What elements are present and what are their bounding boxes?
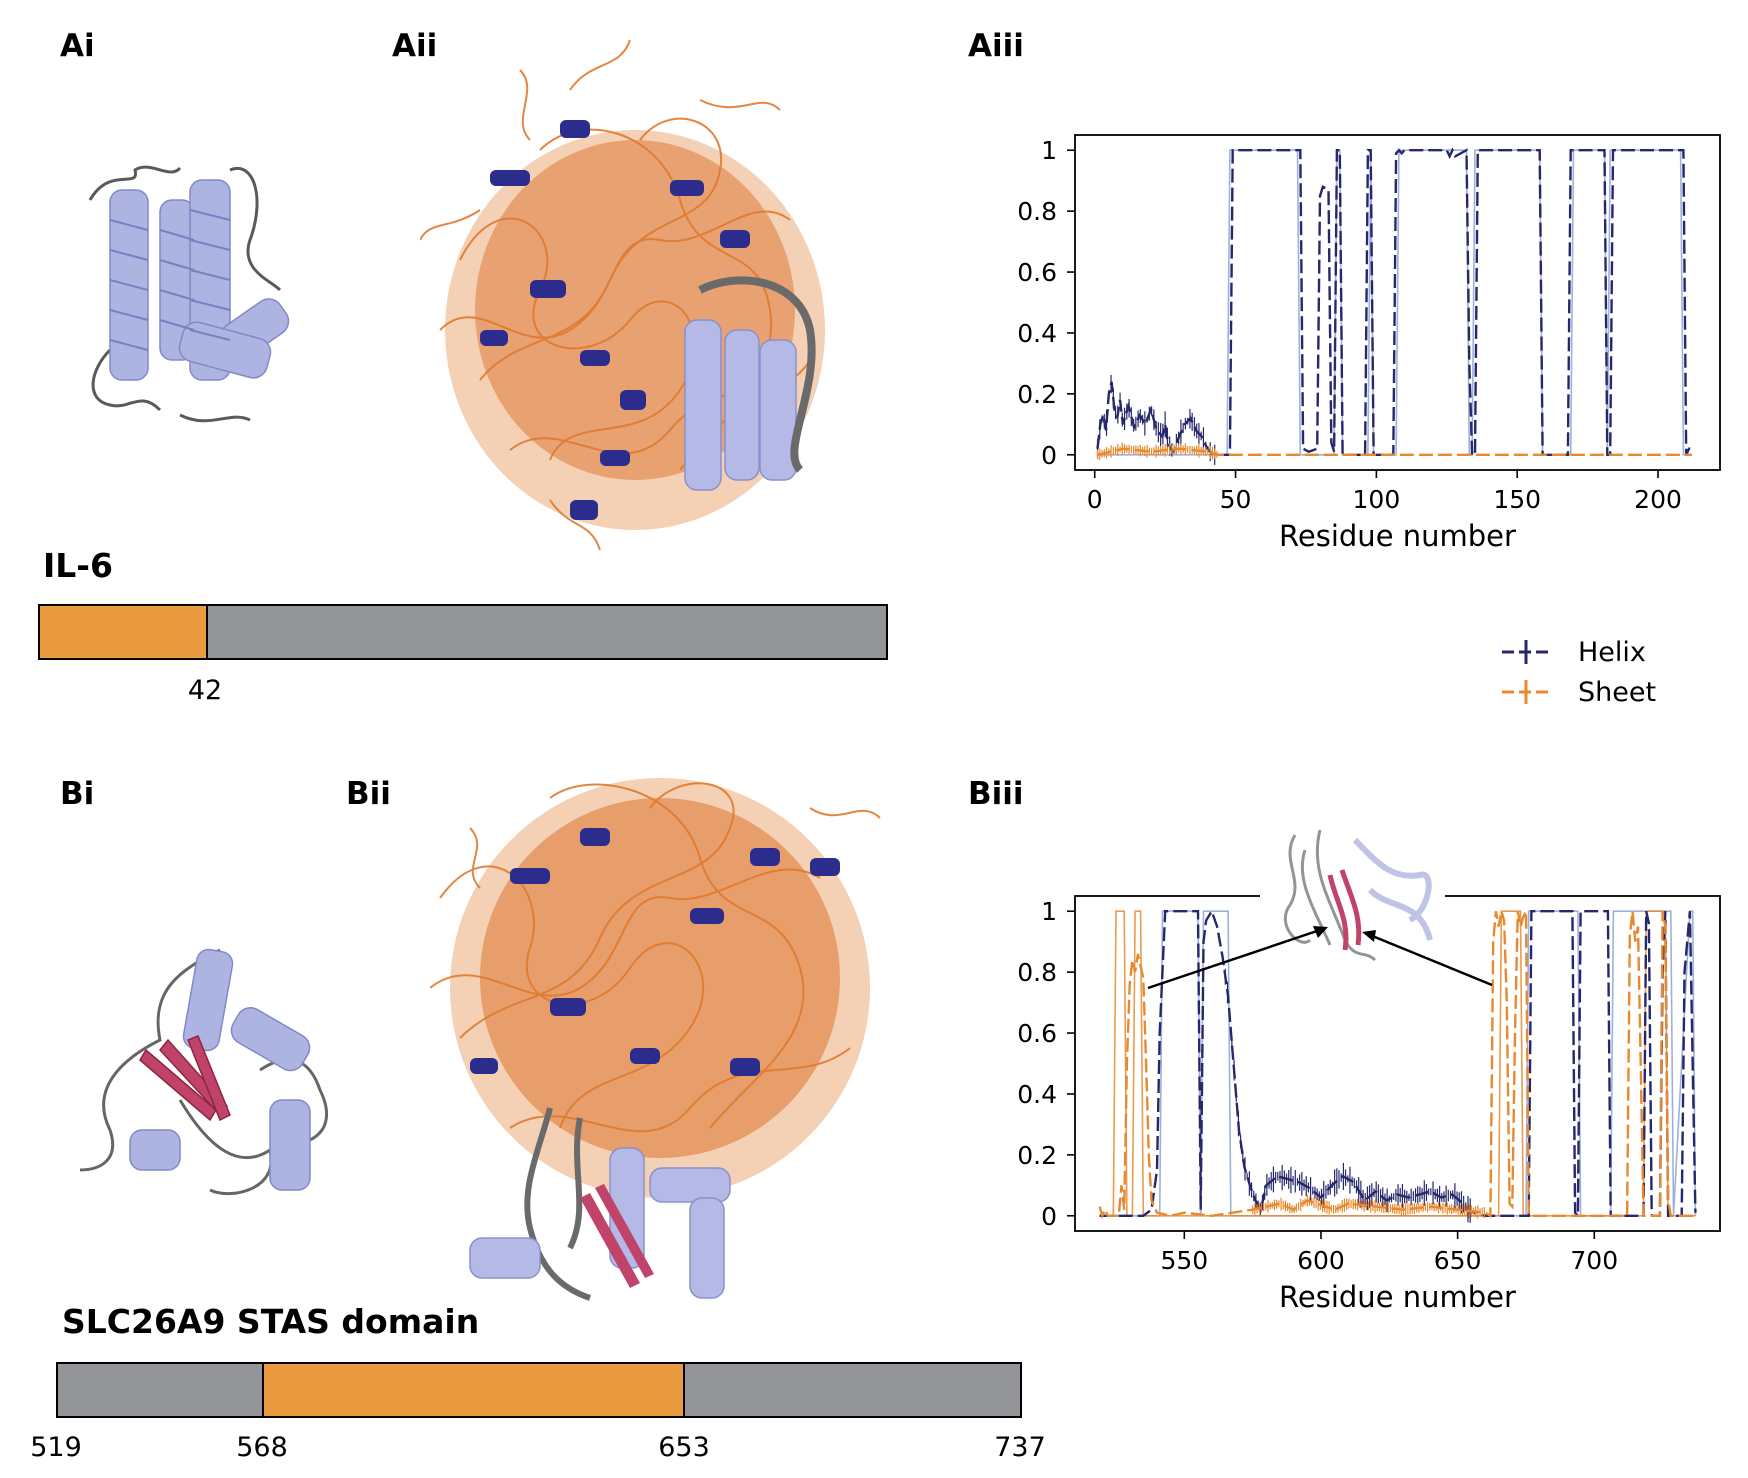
stas-title: SLC26A9 STAS domain	[62, 1302, 480, 1341]
panel-label-bi: Bi	[60, 776, 95, 812]
chart-biii-errorbars-sheet	[1252, 1194, 1486, 1219]
panel-label-aiii: Aiii	[968, 28, 1024, 64]
chart-aiii-xtick-label: 50	[1220, 485, 1252, 514]
chart-aiii: 0 0.2 0.4 0.6 0.8 1 0 50 100 150 200 Residue number	[1017, 134, 1721, 553]
panel-label-aii: Aii	[392, 28, 438, 64]
sheet-legend-marker	[1502, 680, 1550, 704]
chart-biii-ytick-label: 0	[1041, 1202, 1057, 1231]
stas-structure-image	[80, 948, 329, 1196]
legend-sheet-label: Sheet	[1578, 676, 1657, 708]
chart-biii-xlabel: Residue number	[1279, 1280, 1516, 1314]
panel-label-bii: Bii	[346, 776, 391, 812]
legend-helix-label: Helix	[1578, 636, 1646, 668]
il6-structure-image	[88, 165, 290, 423]
stas-ordered-segment-1	[58, 1364, 262, 1416]
chart-aiii-xtick-label: 200	[1634, 485, 1682, 514]
chart-biii-series-sheet	[1098, 910, 1696, 1220]
arrow-right	[1369, 933, 1493, 987]
chart-biii-xtick-label: 600	[1297, 1246, 1345, 1275]
chart-aiii-ytick-label: 0.4	[1017, 319, 1057, 348]
chart-aiii-ytick-label: 0.2	[1017, 380, 1057, 409]
legend-helix: Helix	[1500, 632, 1656, 672]
chart-biii-ytick-label: 0.2	[1017, 1141, 1057, 1170]
chart-aiii-errorbars-sheet	[1096, 442, 1218, 460]
chart-biii-xtick-label: 700	[1570, 1246, 1618, 1275]
il6-title: IL-6	[43, 546, 113, 585]
helix-legend-marker	[1502, 640, 1550, 664]
legend-sheet: Sheet	[1500, 672, 1656, 712]
biii-inset-structure	[1147, 830, 1493, 990]
stas-ensemble-image	[430, 778, 881, 1301]
chart-aiii-ytick-label: 0.8	[1017, 197, 1057, 226]
stas-tick-737: 737	[994, 1432, 1046, 1463]
stas-ordered-segment-2	[683, 1364, 1020, 1416]
stas-disordered-segment	[261, 1364, 684, 1416]
il6-ordered-segment	[205, 606, 886, 658]
chart-aiii-ytick-label: 1	[1041, 136, 1057, 165]
panel-label-biii: Biii	[968, 776, 1024, 812]
chart-aiii-series-sheet	[1097, 447, 1692, 456]
chart-biii-series-reference-sheet	[1099, 910, 1696, 1217]
il6-ensemble-image	[420, 39, 825, 551]
chart-biii-ytick-label: 0.8	[1017, 958, 1057, 987]
chart-aiii-ytick-label: 0	[1041, 441, 1057, 470]
chart-aiii-frame	[1074, 134, 1721, 471]
chart-biii-ytick-label: 0.4	[1017, 1080, 1057, 1109]
stas-tick-653: 653	[658, 1432, 710, 1463]
chart-biii-ytick-label: 1	[1041, 897, 1057, 926]
chart-biii-xtick-label: 650	[1434, 1246, 1482, 1275]
chart-aiii-series-helix	[1096, 147, 1692, 456]
chart-aiii-ytick-label: 0.6	[1017, 258, 1057, 287]
il6-tick-42: 42	[187, 675, 223, 706]
il6-disordered-segment	[40, 606, 206, 658]
chart-aiii-xtick-label: 0	[1087, 485, 1103, 514]
stas-tick-568: 568	[236, 1432, 288, 1463]
il6-domain-bar	[38, 604, 888, 660]
chart-aiii-errorbars-helix	[1096, 374, 1216, 465]
stas-domain-bar	[56, 1362, 1022, 1418]
arrow-left	[1147, 928, 1321, 990]
chart-biii-xtick-label: 550	[1160, 1246, 1208, 1275]
chart-biii-ytick-label: 0.6	[1017, 1019, 1057, 1048]
chart-aiii-xtick-label: 150	[1493, 485, 1541, 514]
stas-tick-519: 519	[30, 1432, 82, 1463]
chart-biii: 0 0.2 0.4 0.6 0.8 1 550 600 650 700 Residue number	[1017, 895, 1721, 1314]
chart-aiii-xlabel: Residue number	[1279, 519, 1516, 553]
chart-aiii-xtick-label: 100	[1353, 485, 1401, 514]
legend: Helix Sheet	[1500, 632, 1656, 712]
panel-label-ai: Ai	[60, 28, 95, 64]
chart-biii-errorbars-helix	[1224, 968, 1471, 1223]
